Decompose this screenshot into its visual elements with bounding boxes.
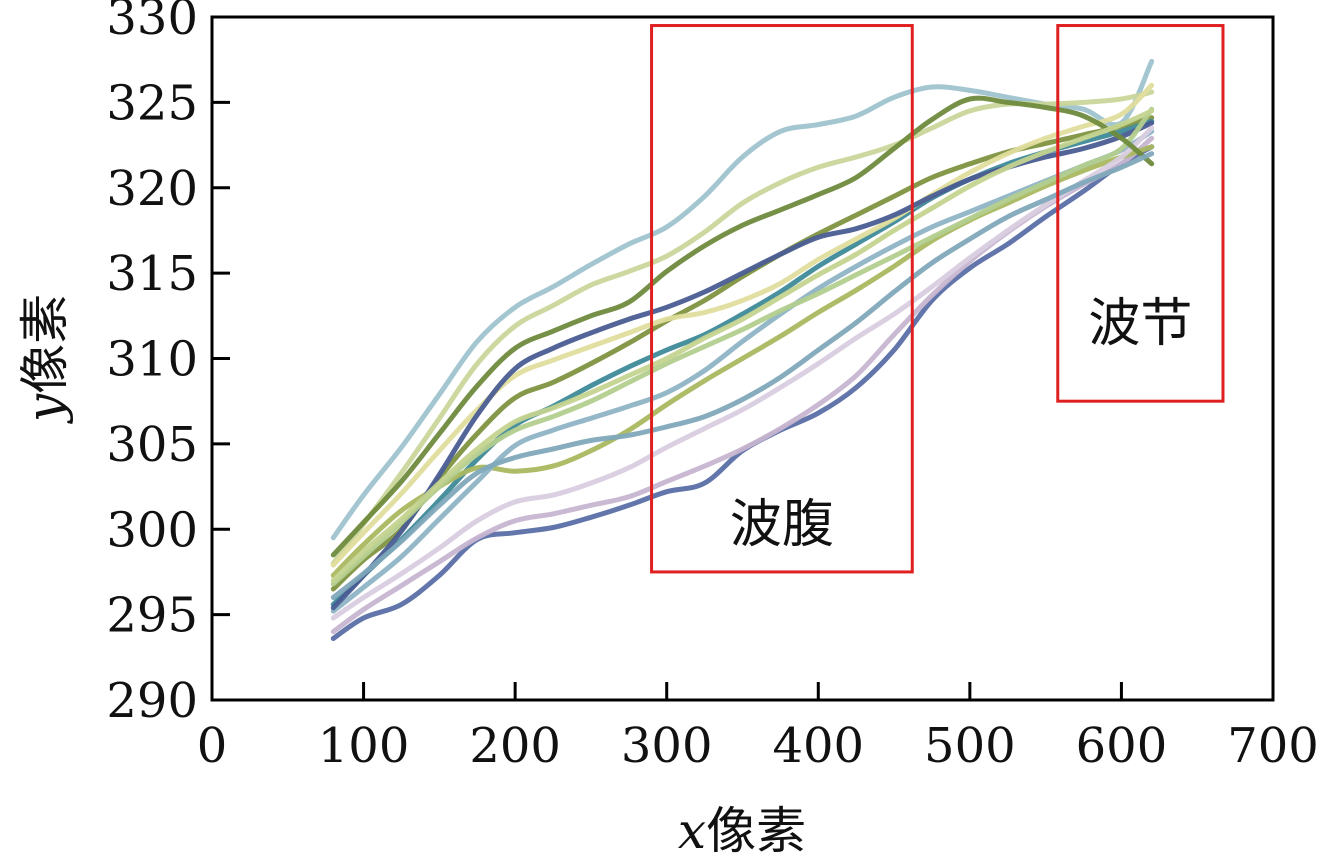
x-axis-text: 像素	[706, 802, 806, 860]
annotation-label-1: 波腹	[730, 495, 834, 555]
series-line-12	[330, 125, 1155, 621]
x-tick-label-700: 700	[1227, 718, 1319, 774]
tick-layer	[210, 15, 1275, 702]
annotation-layer: 波腹 波节	[650, 24, 1225, 574]
x-tick-label-600: 600	[1076, 718, 1168, 774]
series-line-13	[330, 95, 1155, 558]
y-tick-label-320: 320	[106, 161, 198, 217]
x-axis-title: x像素	[678, 802, 806, 860]
y-tick-label-310: 310	[106, 332, 198, 388]
series-line-7	[330, 144, 1155, 578]
y-axis-text: 像素	[16, 294, 74, 394]
series-line-14	[330, 151, 1155, 600]
annotation-box-2	[1056, 24, 1225, 403]
x-tick-label-400: 400	[772, 718, 864, 774]
tick-label-layer: 0 100 200 300 400 500 600 700 290 295 300 305 310 315…	[106, 0, 1318, 774]
y-tick-label-290: 290	[106, 673, 198, 729]
x-tick-label-100: 100	[318, 718, 410, 774]
x-tick-label-200: 200	[469, 718, 561, 774]
annotation-label-2: 波节	[1088, 294, 1192, 354]
y-tick-label-305: 305	[106, 417, 198, 473]
y-tick-label-300: 300	[106, 502, 198, 558]
series-line-8	[330, 128, 1155, 614]
series-line-11	[330, 106, 1155, 587]
y-tick-label-330: 330	[106, 0, 198, 46]
series-layer	[330, 58, 1155, 641]
annotation-box-1	[650, 24, 914, 574]
y-tick-label-295: 295	[106, 588, 198, 644]
x-tick-label-300: 300	[621, 718, 713, 774]
y-axis-title: y像素	[16, 294, 74, 424]
series-line-1	[330, 58, 1155, 541]
y-axis-symbol: y	[16, 393, 74, 424]
x-axis-symbol: x	[678, 802, 706, 860]
y-tick-label-325: 325	[106, 75, 198, 131]
x-tick-label-500: 500	[924, 718, 1016, 774]
series-line-15	[330, 108, 1155, 583]
series-line-9	[330, 82, 1155, 568]
x-tick-label-0: 0	[197, 718, 228, 774]
y-tick-label-315: 315	[106, 246, 198, 302]
